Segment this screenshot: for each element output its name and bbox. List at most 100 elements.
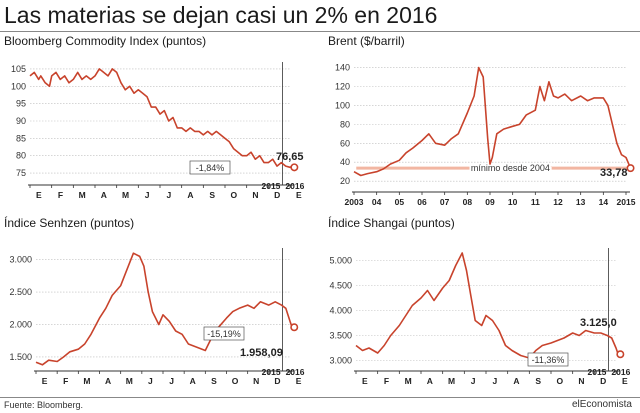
x-tick-label: 14 <box>599 197 609 207</box>
x-tick-label: S <box>209 190 215 200</box>
x-tick-label: 11 <box>531 197 540 207</box>
chart-commodity: 75 80 85 90 95 100 105 E F M A M J J A S O N D E 2015 2016 -1,… <box>11 62 305 200</box>
x-tick-label: 04 <box>372 197 382 207</box>
y-tick-label: 60 <box>340 138 350 148</box>
x-tick-label: 10 <box>508 197 518 207</box>
x-tick-label: M <box>448 376 455 386</box>
title-divider <box>0 31 640 32</box>
y-tick-label: 120 <box>335 82 350 92</box>
series-line <box>29 68 295 169</box>
x-tick-label: J <box>166 190 171 200</box>
chart-title-shangai: Índice Shangai (puntos) <box>328 216 455 230</box>
footer-divider <box>0 397 640 398</box>
y-tick-label: 3.000 <box>329 356 352 366</box>
x-tick-label: J <box>145 190 150 200</box>
chart-title-senhzen: Índice Senhzen (puntos) <box>4 216 135 230</box>
change-box <box>189 160 231 175</box>
x-tick-label: F <box>384 376 389 386</box>
x-tick-label: M <box>83 376 90 386</box>
x-tick-label: A <box>427 376 433 386</box>
x-tick-label: 08 <box>463 197 473 207</box>
year-label: 2015 <box>261 181 280 191</box>
x-tick-label: 05 <box>395 197 405 207</box>
end-value-label: 1.958,09 <box>240 347 283 359</box>
minimum-label: mínimo desde 2004 <box>471 163 550 173</box>
end-value-label: 3.125,0 <box>580 317 617 329</box>
y-tick-label: 95 <box>16 99 26 109</box>
change-label: -11,36% <box>532 355 565 365</box>
x-tick-label: M <box>405 376 412 386</box>
end-value-label: 76,65 <box>276 151 304 163</box>
x-tick-label: M <box>79 190 86 200</box>
x-tick-label: A <box>105 376 111 386</box>
x-tick-label: 12 <box>553 197 563 207</box>
end-value-label: 33,78 <box>600 167 628 179</box>
x-tick-label: J <box>492 376 497 386</box>
series-line <box>355 252 621 359</box>
x-tick-label: O <box>231 190 238 200</box>
chart-brent: 20 40 60 80 100 120 140 2003 04 05 06 07 08 09 10 11 12 1… <box>335 63 636 207</box>
x-tick-label: E <box>622 376 628 386</box>
x-tick-label: F <box>63 376 68 386</box>
x-tick-label: A <box>101 190 107 200</box>
x-tick-label: N <box>253 376 259 386</box>
y-tick-label: 100 <box>335 100 350 110</box>
x-tick-label: A <box>190 376 196 386</box>
x-tick-label: 06 <box>417 197 427 207</box>
y-tick-label: 140 <box>335 63 350 73</box>
y-tick-label: 1.500 <box>9 352 32 362</box>
x-tick-label: D <box>274 190 280 200</box>
end-marker <box>616 350 625 359</box>
x-tick-label: N <box>252 190 258 200</box>
x-tick-label: E <box>296 190 302 200</box>
x-tick-label: 13 <box>576 197 586 207</box>
source-note: Fuente: Bloomberg. <box>4 400 84 410</box>
y-tick-label: 2.000 <box>9 320 32 330</box>
series-line <box>35 252 295 366</box>
x-tick-label: 2003 <box>345 197 364 207</box>
y-tick-label: 100 <box>11 81 26 91</box>
x-tick-label: E <box>362 376 368 386</box>
end-marker <box>290 323 299 332</box>
y-tick-label: 2.500 <box>9 287 32 297</box>
page-title: Las materias se dejan casi un 2% en 2016 <box>4 2 438 28</box>
y-tick-label: 80 <box>16 151 26 161</box>
year-label: 2015 <box>262 367 281 377</box>
y-tick-label: 80 <box>340 119 350 129</box>
x-tick-label: O <box>232 376 239 386</box>
y-tick-label: 85 <box>16 133 26 143</box>
chart-title-brent: Brent ($/barril) <box>328 34 405 48</box>
x-tick-label: A <box>187 190 193 200</box>
y-tick-label: 105 <box>11 64 26 74</box>
y-tick-label: 90 <box>16 116 26 126</box>
y-tick-label: 20 <box>340 176 350 186</box>
x-tick-label: O <box>557 376 564 386</box>
y-tick-label: 4.500 <box>329 281 352 291</box>
x-tick-label: M <box>126 376 133 386</box>
change-box <box>203 326 245 341</box>
x-tick-label: S <box>535 376 541 386</box>
x-tick-label: E <box>42 376 48 386</box>
x-tick-label: D <box>274 376 280 386</box>
x-tick-label: J <box>169 376 174 386</box>
x-tick-label: 09 <box>485 197 495 207</box>
x-tick-label: F <box>58 190 63 200</box>
end-marker <box>626 164 635 173</box>
end-marker <box>290 163 299 172</box>
y-tick-label: 3.500 <box>329 331 352 341</box>
x-tick-label: M <box>122 190 129 200</box>
change-label: -1,84% <box>196 163 225 173</box>
chart-title-commodity: Bloomberg Commodity Index (puntos) <box>4 34 207 48</box>
x-tick-label: J <box>471 376 476 386</box>
x-tick-label: 2015 <box>617 197 636 207</box>
y-tick-label: 3.000 <box>9 255 32 265</box>
x-tick-label: N <box>578 376 584 386</box>
change-label: -15,19% <box>207 329 241 339</box>
y-tick-label: 40 <box>340 157 350 167</box>
year-label: 2016 <box>611 367 630 377</box>
year-label: 2016 <box>285 181 304 191</box>
change-box <box>527 352 569 367</box>
chart-senhzen: 1.500 2.000 2.500 3.000 E F M A M J J A S O N D E 2015 201… <box>9 248 305 386</box>
x-tick-label: S <box>211 376 217 386</box>
